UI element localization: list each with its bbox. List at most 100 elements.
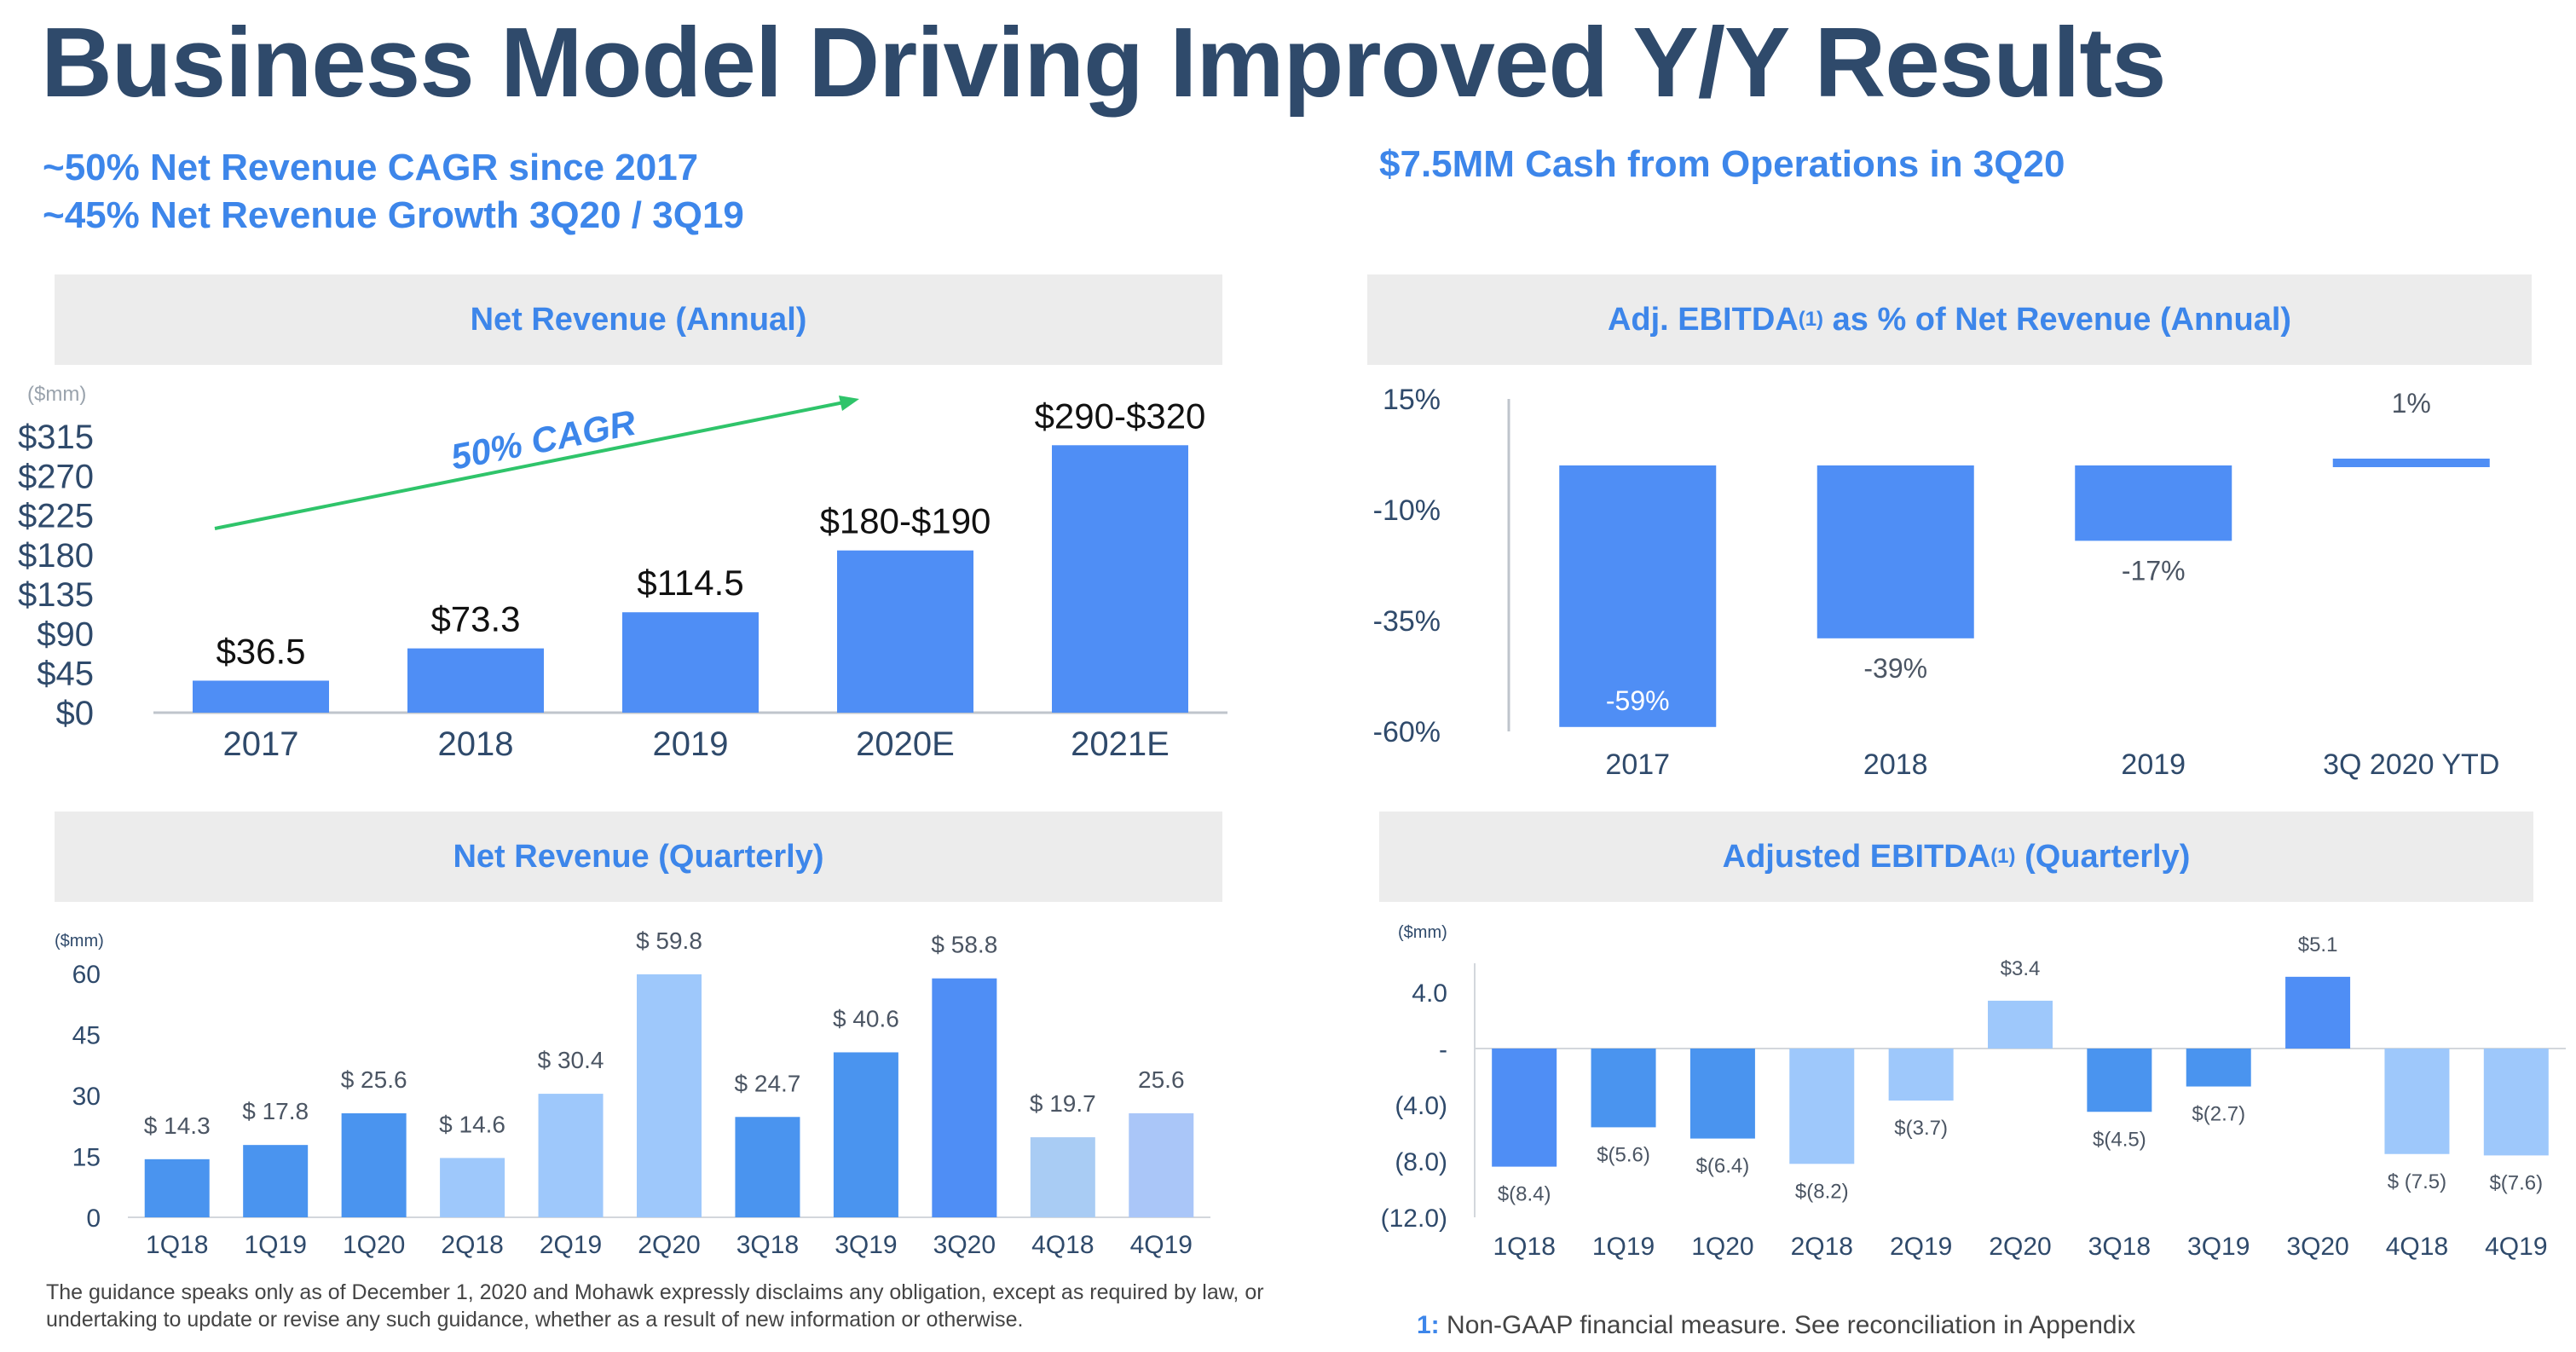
- x-tick-label: 4Q18: [1031, 1231, 1094, 1259]
- data-label: $5.1: [2298, 933, 2338, 956]
- x-tick-label: 2Q18: [441, 1231, 503, 1259]
- y-tick-label: $270: [18, 458, 94, 495]
- x-tick-label: 2Q19: [1890, 1233, 1952, 1261]
- bar: [833, 1052, 898, 1217]
- data-label: $(3.7): [1894, 1117, 1948, 1140]
- x-tick-label: 4Q19: [2485, 1233, 2547, 1261]
- x-tick-label: 2Q18: [1791, 1233, 1853, 1261]
- y-tick-label: 60: [72, 961, 101, 989]
- x-tick-label: 4Q18: [2386, 1233, 2448, 1261]
- bar: [144, 1158, 210, 1217]
- data-label: $(5.6): [1597, 1143, 1650, 1166]
- panel-header-quarterly-ebitda: Adjusted EBITDA (1) (Quarterly): [1379, 812, 2533, 902]
- y-tick-label: 0: [86, 1205, 101, 1233]
- bar: [193, 680, 329, 713]
- quarterly-revenue-chart: ($mm) 0 15 30 45 60 $ 14.3 1Q18 $ 17.8 1Q19 $ 25.6…: [55, 927, 1210, 1259]
- bar: [243, 1145, 309, 1217]
- bar: [1591, 1049, 1656, 1128]
- data-label: $3.4: [2001, 957, 2041, 980]
- unit-label: ($mm): [27, 383, 86, 406]
- panel-header-quarterly-revenue: Net Revenue (Quarterly): [55, 812, 1222, 902]
- panel-title-part: (Quarterly): [2015, 838, 2191, 875]
- data-label: $ 30.4: [538, 1047, 604, 1073]
- bar: [2087, 1049, 2152, 1112]
- bar: [622, 612, 759, 713]
- y-tick-label: 45: [72, 1022, 101, 1050]
- data-label: $(7.6): [2489, 1171, 2543, 1194]
- subtitle-growth: ~45% Net Revenue Growth 3Q20 / 3Q19: [43, 194, 744, 236]
- data-label: $(4.5): [2093, 1128, 2146, 1151]
- page-title: Business Model Driving Improved Y/Y Resu…: [41, 7, 2167, 118]
- x-tick-label: 1Q18: [1493, 1233, 1555, 1261]
- annual-ebitda-chart: 15% -10% -35% -60% -59% 2017 -39% 2018 -17% 2019 1…: [1373, 384, 2500, 781]
- bar: [1988, 1000, 2053, 1049]
- x-tick-label: 1Q19: [244, 1231, 306, 1259]
- x-tick-label: 3Q18: [736, 1231, 799, 1259]
- x-tick-label: 3Q18: [2088, 1233, 2151, 1261]
- bar: [2186, 1049, 2251, 1087]
- y-tick-label: -60%: [1373, 716, 1441, 748]
- y-tick-label: -: [1439, 1036, 1447, 1064]
- x-tick-label: 2019: [2121, 748, 2186, 781]
- panel-title: Net Revenue (Annual): [470, 301, 807, 338]
- x-tick-label: 2Q20: [638, 1231, 700, 1259]
- unit-label: ($mm): [1398, 923, 1447, 942]
- data-label: $ 25.6: [341, 1066, 407, 1093]
- panel-title: Net Revenue (Quarterly): [453, 838, 824, 875]
- x-tick-label: 2017: [223, 725, 299, 763]
- x-tick-label: 2019: [653, 725, 729, 763]
- data-label: $290-$320: [1035, 396, 1206, 436]
- bar: [2384, 1049, 2450, 1154]
- bar: [440, 1158, 505, 1217]
- y-tick-label: 15%: [1383, 384, 1441, 416]
- data-label: $(2.7): [2192, 1103, 2245, 1126]
- data-label: $36.5: [216, 631, 305, 671]
- data-label: $ 17.8: [242, 1098, 309, 1124]
- x-tick-label: 2020E: [856, 725, 955, 763]
- data-label: $ 59.8: [636, 927, 702, 954]
- x-tick-label: 1Q18: [146, 1231, 208, 1259]
- bar: [1689, 1049, 1755, 1139]
- bar: [1559, 465, 1717, 727]
- x-tick-label: 2017: [1605, 748, 1670, 781]
- x-tick-label: 2Q20: [1989, 1233, 2051, 1261]
- bar: [1888, 1049, 1954, 1101]
- bar: [837, 550, 973, 713]
- x-tick-label: 4Q19: [1130, 1231, 1193, 1259]
- data-label: 25.6: [1138, 1066, 1185, 1093]
- y-tick-label: $0: [56, 695, 95, 732]
- subtitle-cash: $7.5MM Cash from Operations in 3Q20: [1379, 143, 2065, 185]
- bar: [2332, 459, 2490, 467]
- x-tick-label: 3Q19: [2187, 1233, 2250, 1261]
- y-tick-label: 15: [72, 1144, 101, 1172]
- footnote-marker: 1:: [1417, 1311, 1440, 1339]
- data-label: 1%: [2392, 388, 2431, 419]
- x-tick-label: 1Q19: [1592, 1233, 1655, 1261]
- data-label: $ 14.6: [439, 1111, 505, 1137]
- data-label: $114.5: [637, 563, 743, 603]
- data-label: -17%: [2122, 555, 2186, 586]
- bar: [2075, 465, 2232, 541]
- x-tick-label: 1Q20: [1691, 1233, 1753, 1261]
- data-label: -59%: [1606, 685, 1670, 716]
- footnote-text: Non-GAAP financial measure. See reconcil…: [1439, 1311, 2136, 1339]
- data-label: $ 14.3: [144, 1112, 211, 1139]
- panel-header-annual-revenue: Net Revenue (Annual): [55, 274, 1222, 365]
- bar: [2483, 1049, 2549, 1156]
- x-tick-label: 2018: [1863, 748, 1928, 781]
- quarterly-ebitda-chart: ($mm) 4.0 - (4.0) (8.0) (12.0) $(8.4) 1Q18 $(5.6…: [1381, 923, 2566, 1261]
- data-label: $ 24.7: [735, 1070, 801, 1096]
- footnote-marker: (1): [1990, 845, 2016, 868]
- data-label: $(8.2): [1795, 1180, 1849, 1203]
- y-tick-label: (12.0): [1381, 1205, 1447, 1233]
- annual-revenue-chart: ($mm) $0$45$90$135$180$225$270$315 $36.5 20…: [18, 383, 1227, 763]
- y-tick-label: -10%: [1373, 494, 1441, 527]
- panel-title-part: Adj. EBITDA: [1607, 301, 1799, 338]
- y-tick-label: -35%: [1373, 605, 1441, 638]
- panel-title-part: Adjusted EBITDA: [1722, 838, 1991, 875]
- x-tick-label: 1Q20: [343, 1231, 405, 1259]
- panel-header-annual-ebitda: Adj. EBITDA (1) as % of Net Revenue (Annu…: [1367, 274, 2532, 365]
- bar: [1492, 1049, 1557, 1167]
- bar: [1789, 1049, 1855, 1164]
- y-tick-label: (4.0): [1395, 1092, 1447, 1120]
